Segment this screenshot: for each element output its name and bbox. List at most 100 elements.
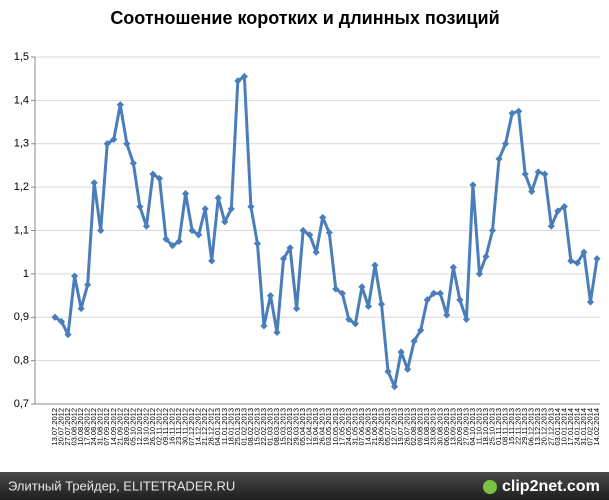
x-tick-label: 20.07.2012 (57, 408, 66, 446)
marker (567, 257, 575, 265)
x-tick-label: 31.08.2012 (96, 408, 105, 446)
x-tick-label: 02.11.2012 (154, 408, 163, 445)
x-tick-label: 10.05.2013 (331, 408, 340, 446)
footer-bar (0, 472, 609, 500)
x-tick-label: 28.09.2012 (122, 408, 131, 446)
marker (253, 239, 262, 248)
marker (338, 289, 346, 297)
x-tick-label: 03.05.2013 (324, 408, 333, 446)
marker (57, 317, 66, 326)
x-tick-label: 07.02.2014 (585, 408, 594, 446)
y-tick-label: 1,4 (14, 94, 29, 106)
marker (560, 203, 568, 211)
y-tick-label: 1 (23, 268, 29, 280)
footer-source: Элитный Трейдер, ELITETRADER.RU (8, 478, 235, 493)
marker (541, 170, 549, 178)
marker (266, 291, 275, 300)
marker (547, 222, 555, 230)
x-tick-label: 27.07.2012 (63, 408, 72, 446)
chart-title: Соотношение коротких и длинных позиций (110, 8, 499, 28)
x-tick-label: 21.09.2012 (115, 408, 124, 446)
x-tick-label: 13.12.2013 (533, 408, 542, 446)
y-tick-label: 1,5 (14, 51, 29, 63)
marker (279, 255, 288, 263)
marker (456, 296, 464, 304)
marker (240, 72, 248, 81)
x-tick-label: 14.06.2013 (363, 408, 372, 446)
marker (384, 367, 392, 376)
marker (449, 263, 457, 271)
marker (488, 226, 497, 235)
x-tick-label: 29.11.2013 (520, 408, 529, 445)
marker (573, 259, 582, 267)
x-tick-label: 04.10.2013 (468, 408, 477, 446)
x-tick-label: 09.08.2013 (416, 408, 425, 446)
marker (293, 304, 301, 313)
x-tick-label: 29.03.2013 (292, 408, 301, 446)
x-tick-label: 18.01.2013 (226, 408, 235, 446)
marker (371, 261, 379, 269)
marker (64, 331, 72, 339)
y-tick-label: 1,1 (14, 224, 29, 236)
marker (423, 296, 431, 304)
x-tick-label: 06.09.2013 (442, 408, 451, 446)
marker (136, 203, 144, 211)
x-tick-label: 26.10.2012 (148, 408, 157, 446)
x-tick-label: 27.09.2013 (461, 408, 470, 446)
x-tick-label: 01.11.2013 (494, 408, 503, 445)
marker (325, 229, 333, 237)
marker (554, 207, 562, 215)
x-tick-label: 07.12.2012 (187, 408, 196, 446)
marker (528, 187, 536, 196)
x-tick-label: 30.11.2012 (181, 408, 190, 445)
y-tick-label: 0,7 (14, 398, 29, 410)
marker (214, 194, 222, 202)
y-tick-label: 0,8 (14, 355, 29, 367)
x-tick-label: 31.05.2013 (350, 408, 359, 446)
x-tick-label: 24.05.2013 (344, 408, 353, 446)
x-tick-label: 07.09.2012 (102, 408, 111, 446)
marker (534, 168, 542, 176)
x-tick-label: 31.01.2014 (579, 408, 588, 446)
x-tick-label: 16.08.2013 (422, 408, 431, 446)
marker (123, 140, 131, 148)
marker (103, 140, 111, 148)
marker (462, 315, 470, 324)
x-tick-label: 25.10.2013 (488, 408, 497, 446)
marker (195, 231, 203, 239)
marker (319, 213, 327, 222)
x-tick-label: 04.01.2013 (213, 408, 222, 446)
x-tick-label: 17.08.2012 (83, 408, 92, 446)
x-tick-label: 23.08.2013 (429, 408, 438, 446)
marker (515, 107, 523, 115)
x-tick-label: 28.12.2012 (207, 408, 216, 446)
x-tick-label: 01.02.2013 (239, 408, 248, 446)
marker (201, 205, 209, 213)
x-tick-label: 05.10.2012 (128, 408, 137, 446)
x-tick-label: 27.12.2013 (546, 408, 555, 446)
x-tick-label: 25.01.2013 (233, 408, 242, 446)
x-tick-label: 23.11.2012 (174, 408, 183, 445)
marker (110, 135, 118, 144)
marker (397, 348, 405, 356)
marker (580, 248, 588, 256)
x-tick-label: 10.01.2014 (559, 408, 568, 446)
y-tick-label: 0,9 (14, 311, 29, 323)
marker (586, 298, 595, 306)
x-tick-label: 11.01.2013 (220, 408, 229, 445)
marker (345, 315, 353, 324)
marker (358, 283, 366, 291)
x-tick-label: 22.11.2013 (514, 408, 523, 445)
marker (593, 255, 601, 263)
x-tick-label: 14.09.2012 (109, 408, 118, 446)
x-tick-label: 19.04.2013 (311, 408, 320, 446)
marker (97, 226, 105, 235)
x-tick-label: 14.02.2014 (592, 408, 601, 446)
marker (332, 285, 340, 293)
marker (51, 313, 59, 321)
x-tick-label: 06.12.2013 (527, 408, 536, 446)
x-tick-label: 05.07.2013 (383, 408, 392, 446)
marker (404, 365, 412, 373)
